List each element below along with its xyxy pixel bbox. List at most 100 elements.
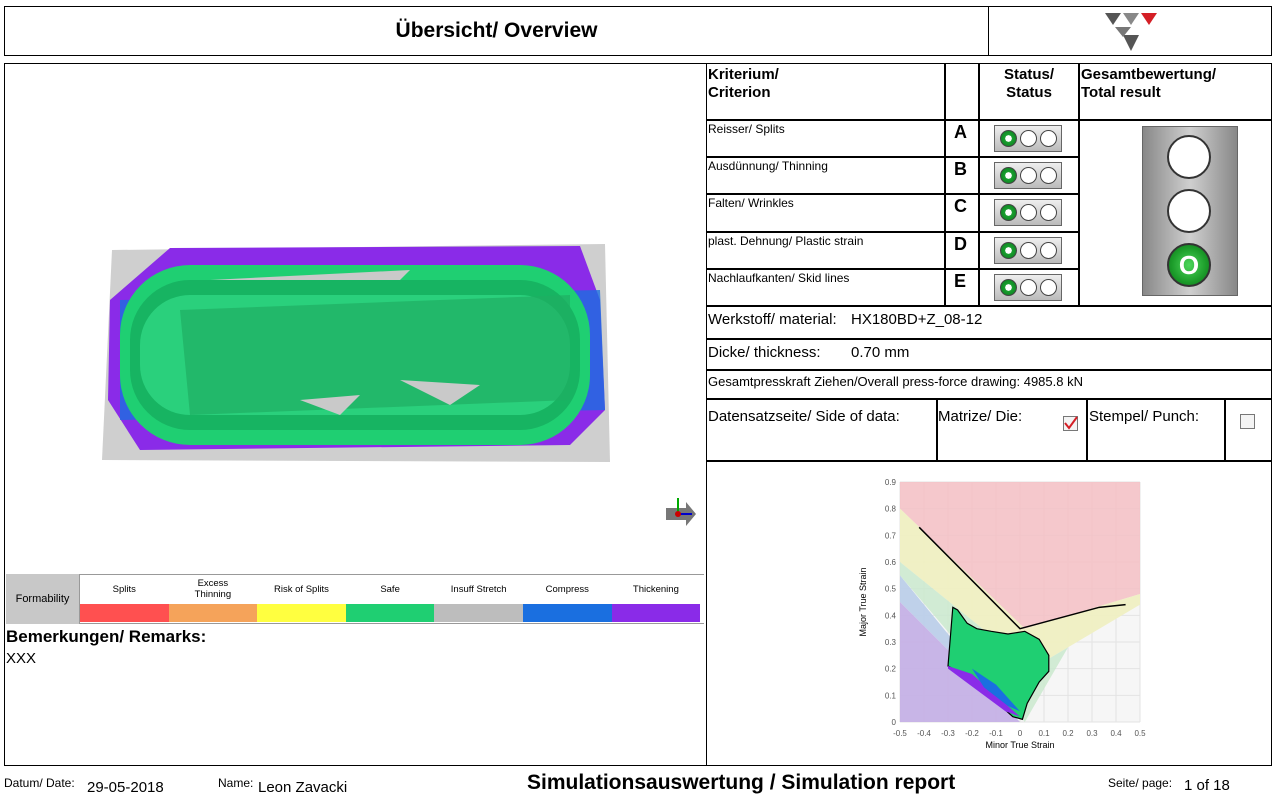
legend-item: Risk of Splits [257,574,346,624]
y-tick-label: 0 [892,718,897,727]
red-lamp-off [1167,135,1211,179]
legend-item-label: Insuff Stretch [450,583,507,595]
criterion-label: Falten/ Wrinkles [708,196,794,210]
lamp-off-icon [1039,167,1057,184]
lamp-on-icon [999,130,1017,147]
legend-color-swatch [434,604,523,622]
legend-color-swatch [168,604,258,622]
formability-legend [6,574,704,624]
failure-zone [900,482,1140,629]
x-tick-label: 0.5 [1134,729,1146,738]
y-axis-label: Major True Strain [858,567,868,636]
company-logo-icon [1105,13,1157,51]
legend-color-swatch [257,604,346,622]
legend-item-label: Splits [112,583,136,595]
lamp-on-icon [999,204,1017,221]
criterion-letter: E [954,271,967,291]
green-lamp-on: O [1167,243,1211,287]
lamp-on-icon [999,279,1017,296]
x-tick-label: -0.5 [893,729,907,738]
lamp-off-icon [1019,242,1037,259]
criterion-label: Nachlaufkanten/ Skid lines [708,271,850,285]
legend-item: Thickening [611,574,701,624]
material-label: Werkstoff/ material: [708,311,837,328]
page-number: 1 of 18 [1184,777,1230,794]
legend-item: Splits [80,574,169,624]
status-traffic-light [994,125,1062,152]
criteria-panel [706,63,1272,766]
x-tick-label: 0.2 [1062,729,1074,738]
criterion-label: plast. Dehnung/ Plastic strain [708,234,864,248]
yellow-lamp-off [1167,189,1211,233]
x-tick-label: -0.1 [989,729,1003,738]
status-traffic-light [994,237,1062,264]
y-tick-label: 0.7 [885,531,897,540]
x-axis-label: Minor True Strain [985,740,1054,750]
date-value: 29-05-2018 [87,779,164,796]
thickness-value: 0.70 mm [851,344,910,361]
status-traffic-light [994,162,1062,189]
legend-item: Safe [345,574,435,624]
lamp-off-icon [1019,130,1037,147]
lamp-on-icon [999,167,1017,184]
lamp-on-icon [999,242,1017,259]
part-3d-view[interactable] [100,240,620,470]
criterion-letter: D [954,234,967,254]
simulation-view-panel [4,63,706,766]
name-label: Name: [218,776,254,790]
criterion-header: Kriterium/ Criterion [708,66,779,101]
die-checkbox[interactable] [1063,416,1078,431]
punch-label: Stempel/ Punch: [1089,408,1200,425]
lamp-off-icon [1039,204,1057,221]
lamp-off-icon [1019,279,1037,296]
x-tick-label: 0.4 [1110,729,1122,738]
report-title: Simulationsauswertung / Simulation repor… [527,771,956,794]
criterion-letter: C [954,196,967,216]
page-title: Übersicht/ Overview [4,6,988,56]
legend-item: Insuff Stretch [434,574,523,624]
compress-points [972,668,1020,712]
x-tick-label: 0.1 [1038,729,1050,738]
legend-color-swatch [523,604,612,622]
legend-item-label: Risk of Splits [274,583,329,595]
name-value: Leon Zavacki [258,779,348,796]
forming-limit-diagram: -0.5 -0.4 -0.3 -0.2 -0.1 0 0.1 0.2 0.3 0.4 0.5 0 0.1… [858,478,1146,750]
x-tick-label: -0.3 [941,729,955,738]
lamp-off-icon [1039,242,1057,259]
press-force-text: Gesamtpresskraft Ziehen/Overall press-fo… [708,374,1083,389]
status-header: Status/ Status [1003,66,1054,101]
criterion-letter: A [954,122,967,142]
thickness-label: Dicke/ thickness: [708,344,821,361]
side-of-data-label: Datensatzseite/ Side of data: [708,408,900,425]
status-traffic-light [994,274,1062,301]
risk-zone [900,508,1140,669]
lamp-off-icon [1039,279,1057,296]
legend-color-swatch [345,604,435,622]
die-label: Matrize/ Die: [938,408,1023,425]
total-result-header: Gesamtbewertung/ Total result [1081,66,1217,101]
status-traffic-light [994,199,1062,226]
material-value: HX180BD+Z_08-12 [851,311,983,328]
legend-color-swatch [80,604,169,622]
logo-box [988,6,1272,56]
lamp-off-icon [1039,130,1057,147]
legend-item: Compress [523,574,612,624]
legend-item-label: Excess Thinning [194,578,232,600]
x-tick-label: 0.3 [1086,729,1098,738]
check-icon [1064,416,1078,430]
lamp-off-icon [1019,204,1037,221]
y-tick-label: 0.4 [885,611,897,620]
legend-item-label: Safe [380,583,400,595]
remarks-text: XXX [6,650,37,667]
x-tick-label: -0.2 [965,729,979,738]
y-tick-label: 0.2 [885,665,897,674]
page-label: Seite/ page: [1108,776,1173,790]
y-tick-label: 0.5 [885,585,897,594]
thickening-points [948,666,1020,717]
forming-limit-curve [918,526,1126,630]
legend-color-swatch [611,604,701,622]
punch-checkbox[interactable] [1240,414,1255,429]
legend-item-label: Compress [545,583,589,595]
lamp-off-icon [1019,167,1037,184]
criterion-label: Ausdünnung/ Thinning [708,159,828,173]
